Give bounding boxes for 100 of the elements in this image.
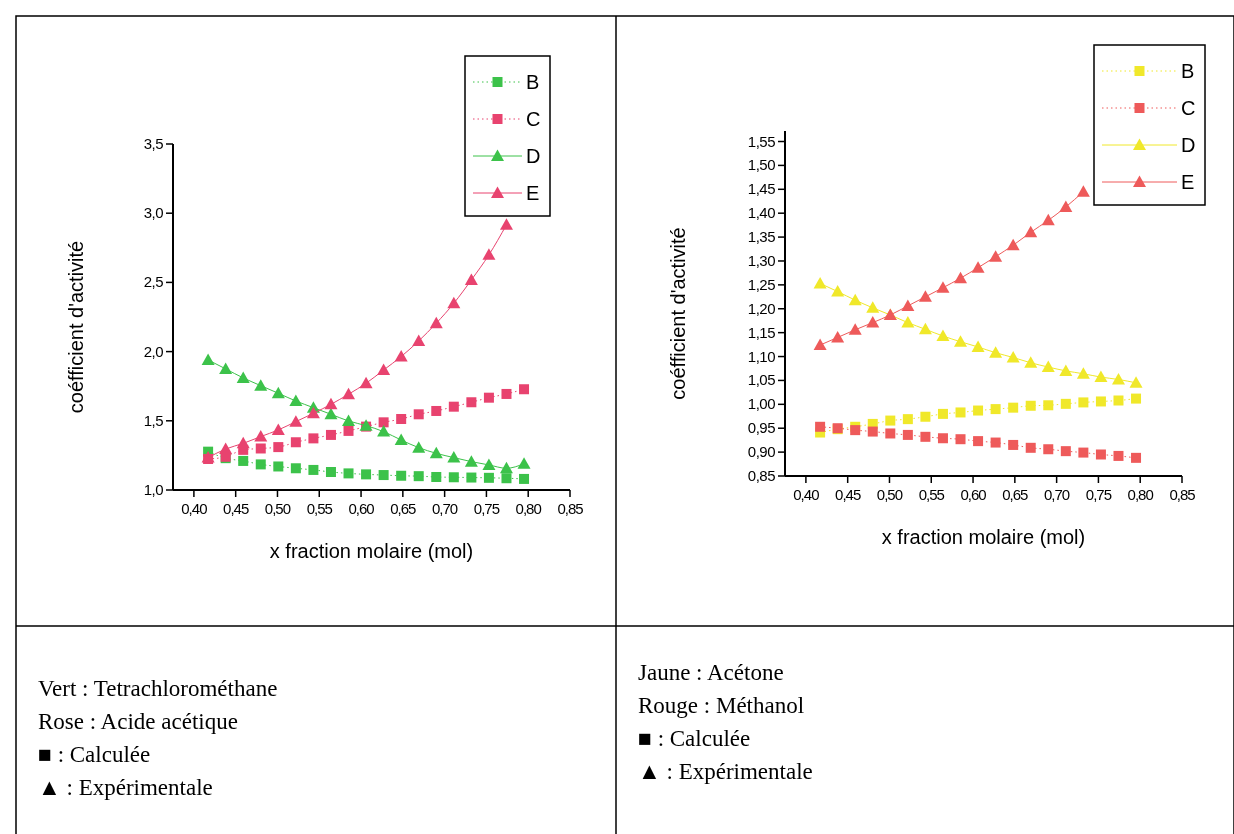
text: Jaune : Acétone xyxy=(638,660,784,685)
point xyxy=(1041,213,1055,226)
x-tick-label: 0,80 xyxy=(515,500,542,517)
x-tick-label: 0,75 xyxy=(473,500,500,517)
point xyxy=(1131,393,1142,404)
point xyxy=(955,434,966,445)
point xyxy=(1059,200,1073,212)
point xyxy=(920,411,931,422)
y-tick-label: 0,85 xyxy=(747,467,776,484)
legend-label: D xyxy=(526,145,541,167)
point xyxy=(519,473,530,484)
point xyxy=(1006,238,1020,251)
point xyxy=(1129,376,1143,388)
point xyxy=(325,467,336,478)
point xyxy=(902,414,913,425)
x-tick-label: 0,50 xyxy=(876,486,903,503)
point xyxy=(1094,370,1108,383)
x-tick-label: 0,80 xyxy=(1127,486,1154,503)
point xyxy=(937,433,948,444)
point xyxy=(1076,185,1090,197)
point xyxy=(1078,447,1089,458)
point xyxy=(848,293,862,306)
y-tick-label: 0,95 xyxy=(747,419,776,437)
x-tick-label: 0,60 xyxy=(960,486,987,503)
point xyxy=(1008,439,1019,450)
point xyxy=(254,379,268,391)
point xyxy=(343,468,354,479)
x-tick-label: 0,40 xyxy=(793,486,820,503)
point xyxy=(447,296,461,309)
point xyxy=(359,376,373,389)
point xyxy=(219,442,233,455)
x-tick-label: 0,70 xyxy=(432,500,458,517)
point xyxy=(482,248,496,260)
point xyxy=(989,346,1003,358)
y-tick-label: 1,55 xyxy=(747,132,776,150)
point xyxy=(815,421,826,432)
point xyxy=(255,459,266,470)
point xyxy=(254,430,268,442)
point xyxy=(937,408,948,419)
point xyxy=(219,362,233,374)
point xyxy=(238,455,249,466)
y-tick-label: 1,30 xyxy=(747,251,776,269)
point xyxy=(901,299,915,311)
point xyxy=(377,363,391,376)
point xyxy=(831,330,845,343)
point xyxy=(1008,402,1019,413)
point xyxy=(236,436,250,449)
point xyxy=(1131,452,1142,463)
point xyxy=(429,316,443,329)
y-tick-label: 1,40 xyxy=(747,204,776,222)
x-tick-label: 0,60 xyxy=(348,500,375,517)
point xyxy=(308,464,319,475)
point xyxy=(1095,449,1106,460)
x-tick-label: 0,45 xyxy=(223,500,249,517)
point xyxy=(447,451,461,463)
legend-label: B xyxy=(1181,60,1195,82)
point xyxy=(1113,450,1124,461)
y-tick-label: 1,15 xyxy=(747,323,776,341)
point xyxy=(902,429,913,440)
point xyxy=(466,397,477,408)
point xyxy=(973,436,984,447)
text: Vert : Tetrachlorométhane xyxy=(38,676,278,701)
text: ▲ : Expérimentale xyxy=(638,759,813,784)
point xyxy=(501,388,512,399)
point xyxy=(1041,360,1055,373)
point xyxy=(990,437,1001,448)
point xyxy=(1078,397,1089,408)
text: Rouge : Méthanol xyxy=(638,693,805,718)
text: ▲ : Expérimentale xyxy=(38,775,213,800)
point xyxy=(271,423,285,435)
point xyxy=(1024,225,1038,238)
point xyxy=(885,415,896,426)
point xyxy=(954,271,968,284)
point xyxy=(1113,395,1124,406)
y-tick-label: 1,00 xyxy=(747,395,776,413)
point xyxy=(396,414,407,424)
point xyxy=(483,472,494,483)
point xyxy=(1043,444,1054,455)
point xyxy=(1025,400,1036,411)
point xyxy=(973,405,984,416)
point xyxy=(324,397,338,410)
point xyxy=(971,340,985,352)
point xyxy=(850,425,861,436)
point xyxy=(324,407,338,420)
y-tick-label: 1,50 xyxy=(747,156,776,174)
x-tick-label: 0,65 xyxy=(1002,486,1029,503)
point xyxy=(412,441,426,453)
point xyxy=(273,461,284,472)
y-tick-label: 2,5 xyxy=(143,273,164,291)
point xyxy=(1076,367,1090,379)
y-tick-label: 1,35 xyxy=(747,228,776,246)
x-tick-label: 0,55 xyxy=(918,486,945,503)
y-tick-label: 1,0 xyxy=(143,481,164,498)
legend-label: E xyxy=(526,182,540,204)
point xyxy=(813,338,827,351)
x-tick-label: 0,85 xyxy=(1169,486,1196,503)
y-tick-label: 1,05 xyxy=(747,371,776,389)
point xyxy=(343,425,354,436)
point xyxy=(255,443,266,454)
x-tick-label: 0,40 xyxy=(181,500,208,517)
